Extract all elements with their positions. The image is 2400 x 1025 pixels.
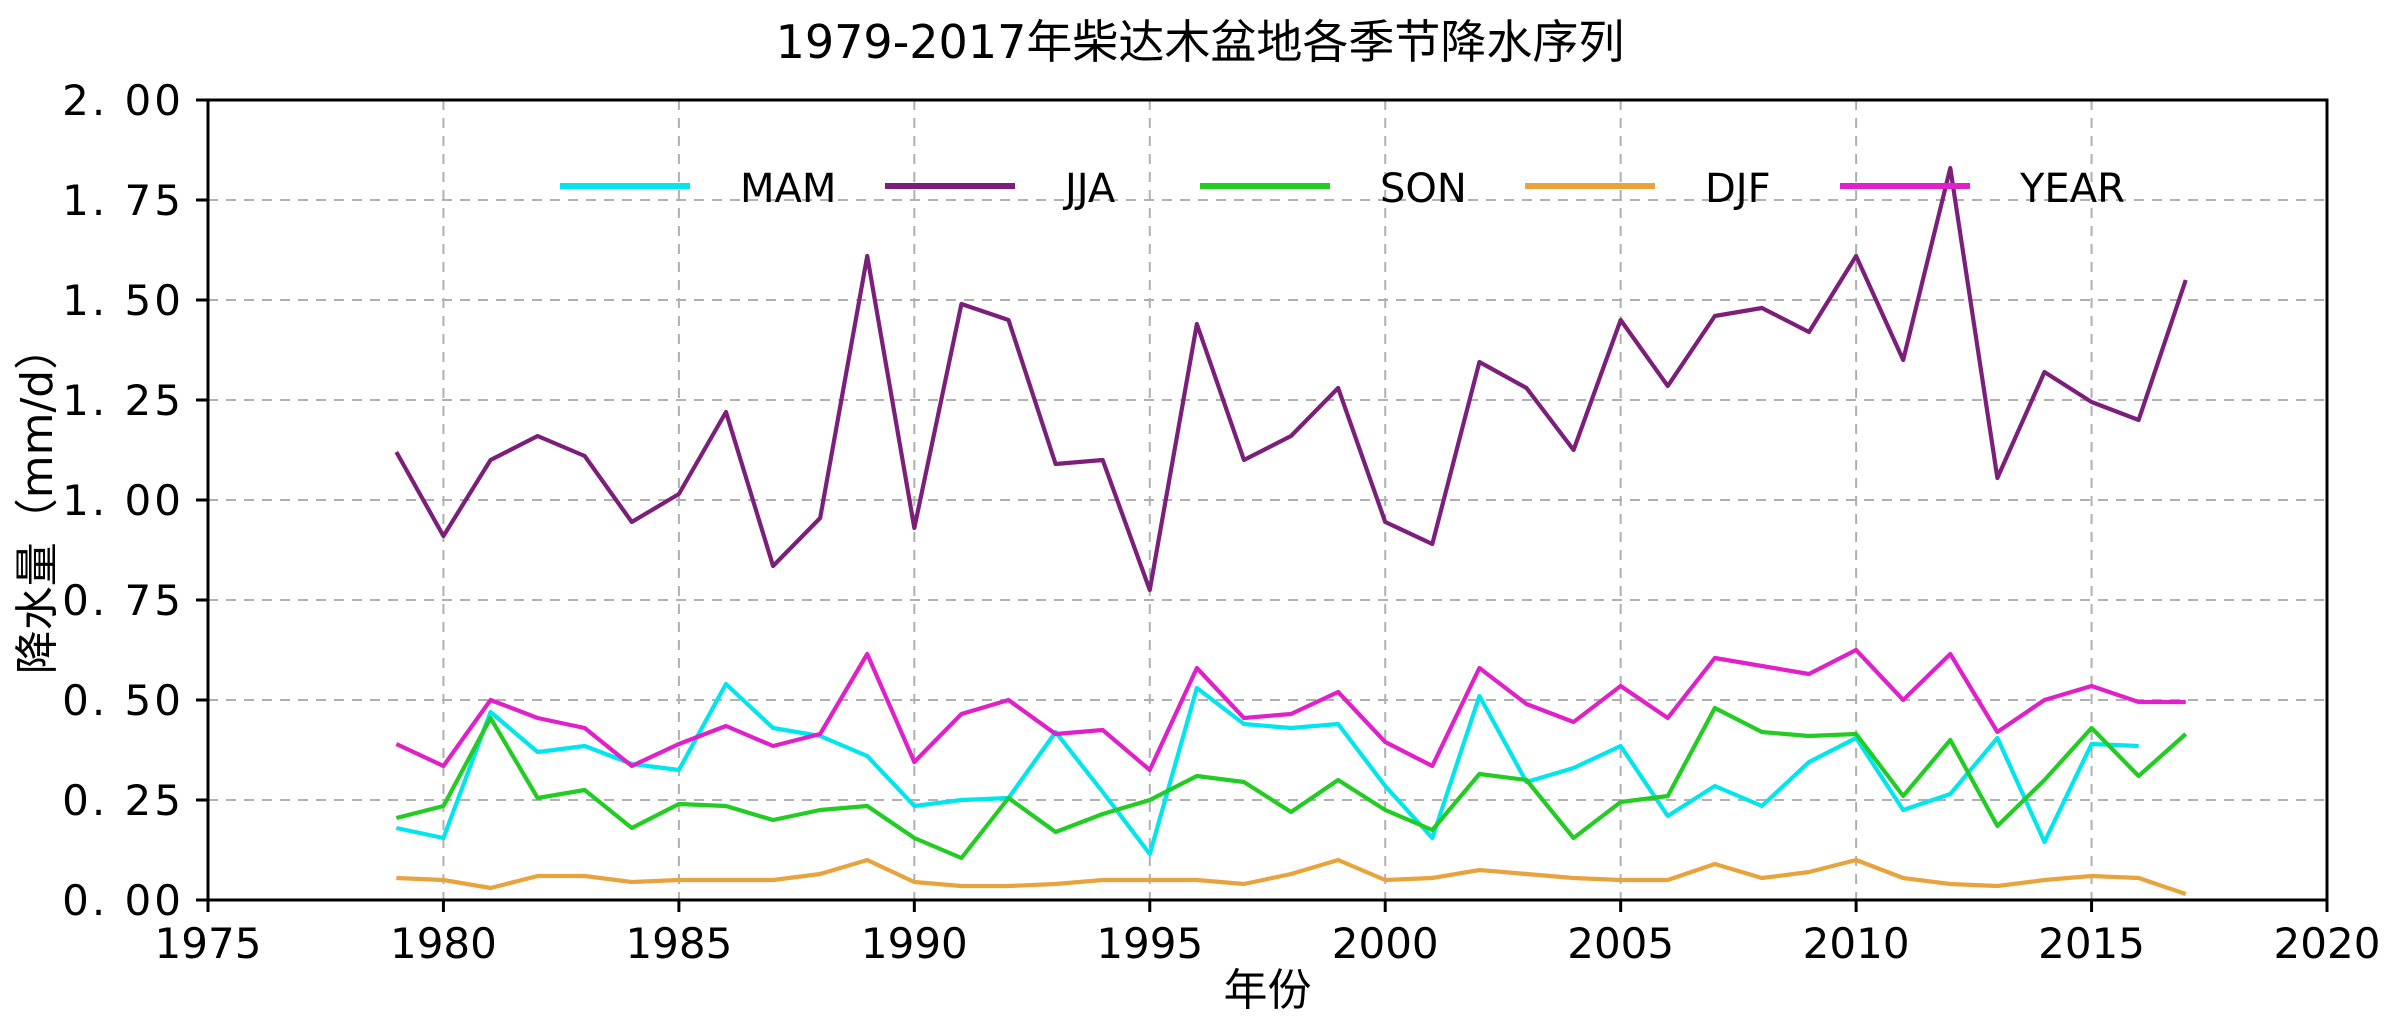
x-axis-label: 年份	[1224, 965, 1312, 1016]
legend-label-djf: DJF	[1705, 166, 1771, 212]
x-tick-label: 1995	[1096, 919, 1203, 968]
legend-label-son: SON	[1380, 166, 1467, 212]
series-line-son	[395, 705, 2188, 861]
x-tick-label: 2005	[1567, 919, 1674, 968]
x-tick-label: 2020	[2274, 919, 2381, 968]
y-tick-label: 0. 50	[62, 676, 184, 725]
y-tick-label: 1. 25	[62, 376, 184, 425]
x-tick-label: 2015	[2038, 919, 2145, 968]
chart-title: 1979-2017年柴达木盆地各季节降水序列	[775, 15, 1625, 69]
y-tick-label: 1. 50	[62, 276, 184, 325]
y-axis-label: 降水量（mm/d）	[12, 326, 63, 674]
legend-label-jja: JJA	[1062, 166, 1116, 212]
x-tick-label: 1990	[861, 919, 968, 968]
legend-label-year: YEAR	[2019, 166, 2125, 212]
y-tick-label: 0. 25	[62, 776, 184, 825]
series-line-djf	[396, 857, 2187, 896]
x-tick-label: 1975	[155, 919, 262, 968]
series-line-year	[395, 647, 2186, 773]
series-line-jja	[394, 165, 2188, 593]
x-tick-label: 2000	[1332, 919, 1439, 968]
legend-label-mam: MAM	[740, 166, 836, 212]
y-tick-label: 0. 75	[62, 576, 184, 625]
y-tick-label: 2. 00	[62, 76, 184, 125]
series-line-mam	[395, 681, 2139, 857]
y-tick-label: 1. 75	[62, 176, 184, 225]
x-tick-label: 1985	[625, 919, 732, 968]
y-tick-label: 0. 00	[62, 876, 184, 925]
x-tick-label: 2010	[1803, 919, 1910, 968]
y-tick-label: 1. 00	[62, 476, 184, 525]
x-tick-label: 1980	[390, 919, 497, 968]
